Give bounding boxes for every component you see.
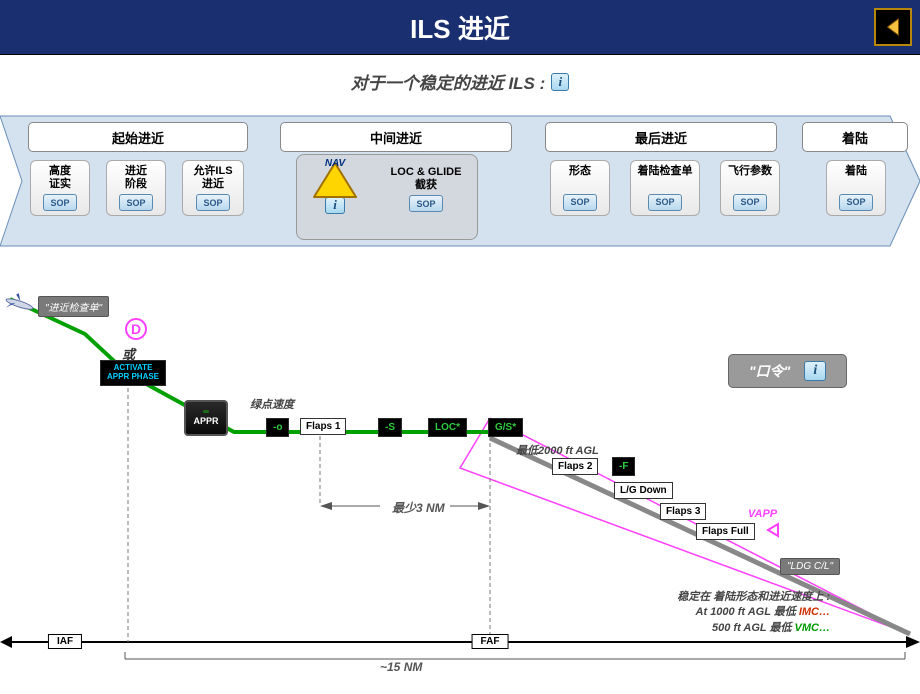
item-appr-phase[interactable]: 进近 阶段 SOP bbox=[106, 160, 166, 216]
phase-header-final: 最后进近 bbox=[545, 122, 777, 152]
lg-down-chip: L/G Down bbox=[614, 482, 673, 499]
item-label: 高度 证实 bbox=[49, 165, 71, 190]
sop-button[interactable]: SOP bbox=[409, 195, 443, 212]
back-arrow-icon bbox=[882, 16, 904, 38]
item-label: 允许ILS 进近 bbox=[193, 165, 232, 190]
item-ldg-checklist[interactable]: 着陆检查单 SOP bbox=[630, 160, 700, 216]
nav-text: NAV bbox=[313, 158, 357, 170]
item-nav-warning[interactable]: NAV i bbox=[302, 158, 368, 214]
phase-band: 起始进近 中间进近 最后进近 着陆 高度 证实 SOP 进近 阶段 SOP 允许… bbox=[0, 106, 920, 256]
flaps-full-chip: Flaps Full bbox=[696, 523, 755, 540]
sop-button[interactable]: SOP bbox=[563, 194, 597, 211]
activate-appr-chip[interactable]: ACTIVATE APPR PHASE bbox=[100, 360, 166, 386]
item-label: 形态 bbox=[569, 165, 591, 178]
iaf-marker: IAF bbox=[48, 634, 82, 649]
min3nm-label: 最少3 NM bbox=[392, 499, 445, 516]
min-2000-label: 最低2000 ft AGL bbox=[516, 442, 599, 458]
sop-button[interactable]: SOP bbox=[839, 194, 873, 211]
approach-diagram: "进近检查单" D 或 ACTIVATE APPR PHASE APPR 绿点速… bbox=[0, 264, 920, 694]
stable-text: 稳定在 着陆形态和进近速度上 : At 1000 ft AGL 最低 IMC… … bbox=[677, 590, 830, 636]
item-label: LOC & GLIDE 截获 bbox=[391, 166, 462, 191]
appr-checklist-badge: "进近检查单" bbox=[38, 296, 109, 317]
flaps1-chip: Flaps 1 bbox=[300, 418, 346, 435]
item-label: 着陆检查单 bbox=[638, 165, 693, 178]
stable-line1: 稳定在 着陆形态和进近速度上 : bbox=[677, 590, 830, 605]
faf-marker: FAF bbox=[472, 634, 509, 649]
header-bar: ILS 进近 bbox=[0, 0, 920, 55]
sop-button[interactable]: SOP bbox=[733, 194, 767, 211]
sop-button[interactable]: SOP bbox=[196, 194, 230, 211]
item-loc-glide[interactable]: LOC & GLIDE 截获 SOP bbox=[376, 162, 476, 212]
item-config[interactable]: 形态 SOP bbox=[550, 160, 610, 216]
flaps3-chip: Flaps 3 bbox=[660, 503, 706, 520]
loc-chip: LOC* bbox=[428, 418, 467, 437]
green-dot-chip: -o bbox=[266, 418, 289, 437]
phase-header-initial: 起始进近 bbox=[28, 122, 248, 152]
ldg-cl-badge: "LDG C/L" bbox=[780, 558, 840, 575]
phase-header-intermediate: 中间进近 bbox=[280, 122, 512, 152]
page-title: ILS 进近 bbox=[410, 9, 510, 46]
s-speed-chip: -S bbox=[378, 418, 402, 437]
f-speed-chip: -F bbox=[612, 457, 635, 476]
vapp-label: VAPP bbox=[748, 508, 777, 520]
item-label: 着陆 bbox=[845, 165, 867, 178]
item-clear-ils[interactable]: 允许ILS 进近 SOP bbox=[182, 160, 244, 216]
subtitle-row: 对于一个稳定的进近 ILS : i bbox=[0, 55, 920, 106]
decel-icon: D bbox=[125, 318, 147, 340]
item-landing[interactable]: 着陆 SOP bbox=[826, 160, 886, 216]
green-dot-label: 绿点速度 bbox=[250, 396, 294, 412]
phase-headers: 起始进近 中间进近 最后进近 着陆 bbox=[0, 122, 920, 152]
nav-info-button[interactable]: i bbox=[325, 197, 345, 214]
item-alt-verify[interactable]: 高度 证实 SOP bbox=[30, 160, 90, 216]
subtitle-text: 对于一个稳定的进近 ILS : bbox=[351, 69, 546, 94]
back-button[interactable] bbox=[874, 8, 912, 46]
sop-button[interactable]: SOP bbox=[648, 194, 682, 211]
command-info-button[interactable]: i bbox=[804, 361, 826, 381]
item-flight-params[interactable]: 飞行参数 SOP bbox=[720, 160, 780, 216]
flaps2-chip: Flaps 2 bbox=[552, 458, 598, 475]
subtitle-info-button[interactable]: i bbox=[551, 73, 569, 91]
appr-button[interactable]: APPR bbox=[184, 400, 228, 436]
phase-header-landing: 着陆 bbox=[802, 122, 908, 152]
item-label: 飞行参数 bbox=[728, 165, 772, 178]
nav-warning-icon: NAV bbox=[313, 162, 357, 173]
dist15-label: ~15 NM bbox=[380, 660, 422, 674]
gs-chip: G/S* bbox=[488, 418, 523, 437]
phase-items: 高度 证实 SOP 进近 阶段 SOP 允许ILS 进近 SOP NAV i L… bbox=[0, 154, 920, 254]
item-label: 进近 阶段 bbox=[125, 165, 147, 190]
sop-button[interactable]: SOP bbox=[119, 194, 153, 211]
sop-button[interactable]: SOP bbox=[43, 194, 77, 211]
command-button[interactable]: "口令" i bbox=[728, 354, 847, 388]
